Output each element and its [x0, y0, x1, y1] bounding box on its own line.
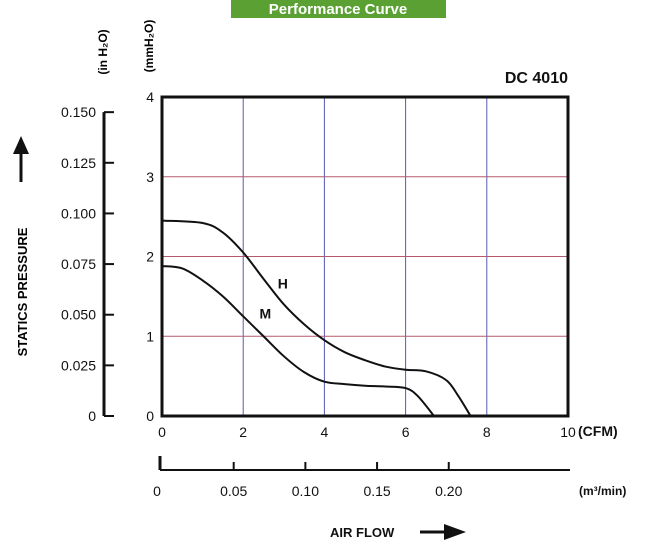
y-tick-label: 1 — [146, 328, 154, 344]
y-axis-title: STATICS PRESSURE — [15, 227, 30, 356]
y-tick-label: 0 — [146, 408, 154, 424]
x2-tick-label: 0.20 — [435, 483, 462, 499]
y-unit-right-label: (mmH₂O) — [142, 20, 156, 73]
y2-tick-label: 0.025 — [61, 357, 96, 373]
grid — [162, 97, 568, 416]
x-tick-label: 4 — [321, 424, 329, 440]
series-line-m — [161, 265, 435, 417]
y2-tick-label: 0.050 — [61, 307, 96, 323]
x2-unit-label: (m³/min) — [579, 484, 626, 498]
secondary-x-axis: 0 0.05 0.10 0.15 0.20 — [153, 456, 570, 499]
x2-tick-label: 0 — [153, 483, 161, 499]
y2-tick-label: 0 — [88, 408, 96, 424]
x-axis-title: AIR FLOW — [330, 525, 395, 540]
x-tick-label: 10 — [560, 424, 576, 440]
y-tick-label: 3 — [146, 169, 154, 185]
banner-title: Performance Curve — [269, 1, 407, 18]
x-axis-arrow — [420, 524, 466, 540]
y-tick-label: 2 — [146, 249, 154, 265]
x-tick-label: 6 — [402, 424, 410, 440]
secondary-y-axis: 0 0.025 0.050 0.075 0.100 0.125 0.150 — [61, 104, 114, 424]
banner-background — [231, 0, 446, 18]
x-tick-label: 2 — [239, 424, 247, 440]
y-axis-arrow — [13, 136, 29, 182]
series-line-h — [161, 219, 472, 417]
x-tick-label: 8 — [483, 424, 491, 440]
y2-tick-label: 0.125 — [61, 155, 96, 171]
x-tick-labels: 0 2 4 6 8 10 — [158, 424, 576, 440]
series-label-m: M — [259, 306, 271, 322]
x2-tick-label: 0.05 — [220, 483, 247, 499]
y2-tick-label: 0.075 — [61, 256, 96, 272]
series-layer: HM — [161, 219, 472, 417]
plot-area — [160, 95, 570, 418]
y-tick-label: 4 — [146, 89, 154, 105]
x2-tick-label: 0.15 — [363, 483, 390, 499]
chart-title: DC 4010 — [505, 70, 568, 87]
y2-tick-label: 0.100 — [61, 205, 96, 221]
y-tick-labels: 0 1 2 3 4 — [146, 89, 154, 424]
y2-tick-label: 0.150 — [61, 104, 96, 120]
series-label-h: H — [278, 275, 288, 291]
x-unit-label: (CFM) — [578, 423, 618, 439]
x2-tick-label: 0.10 — [292, 483, 319, 499]
x-tick-label: 0 — [158, 424, 166, 440]
y-unit-left-label: (in H₂O) — [96, 29, 110, 74]
